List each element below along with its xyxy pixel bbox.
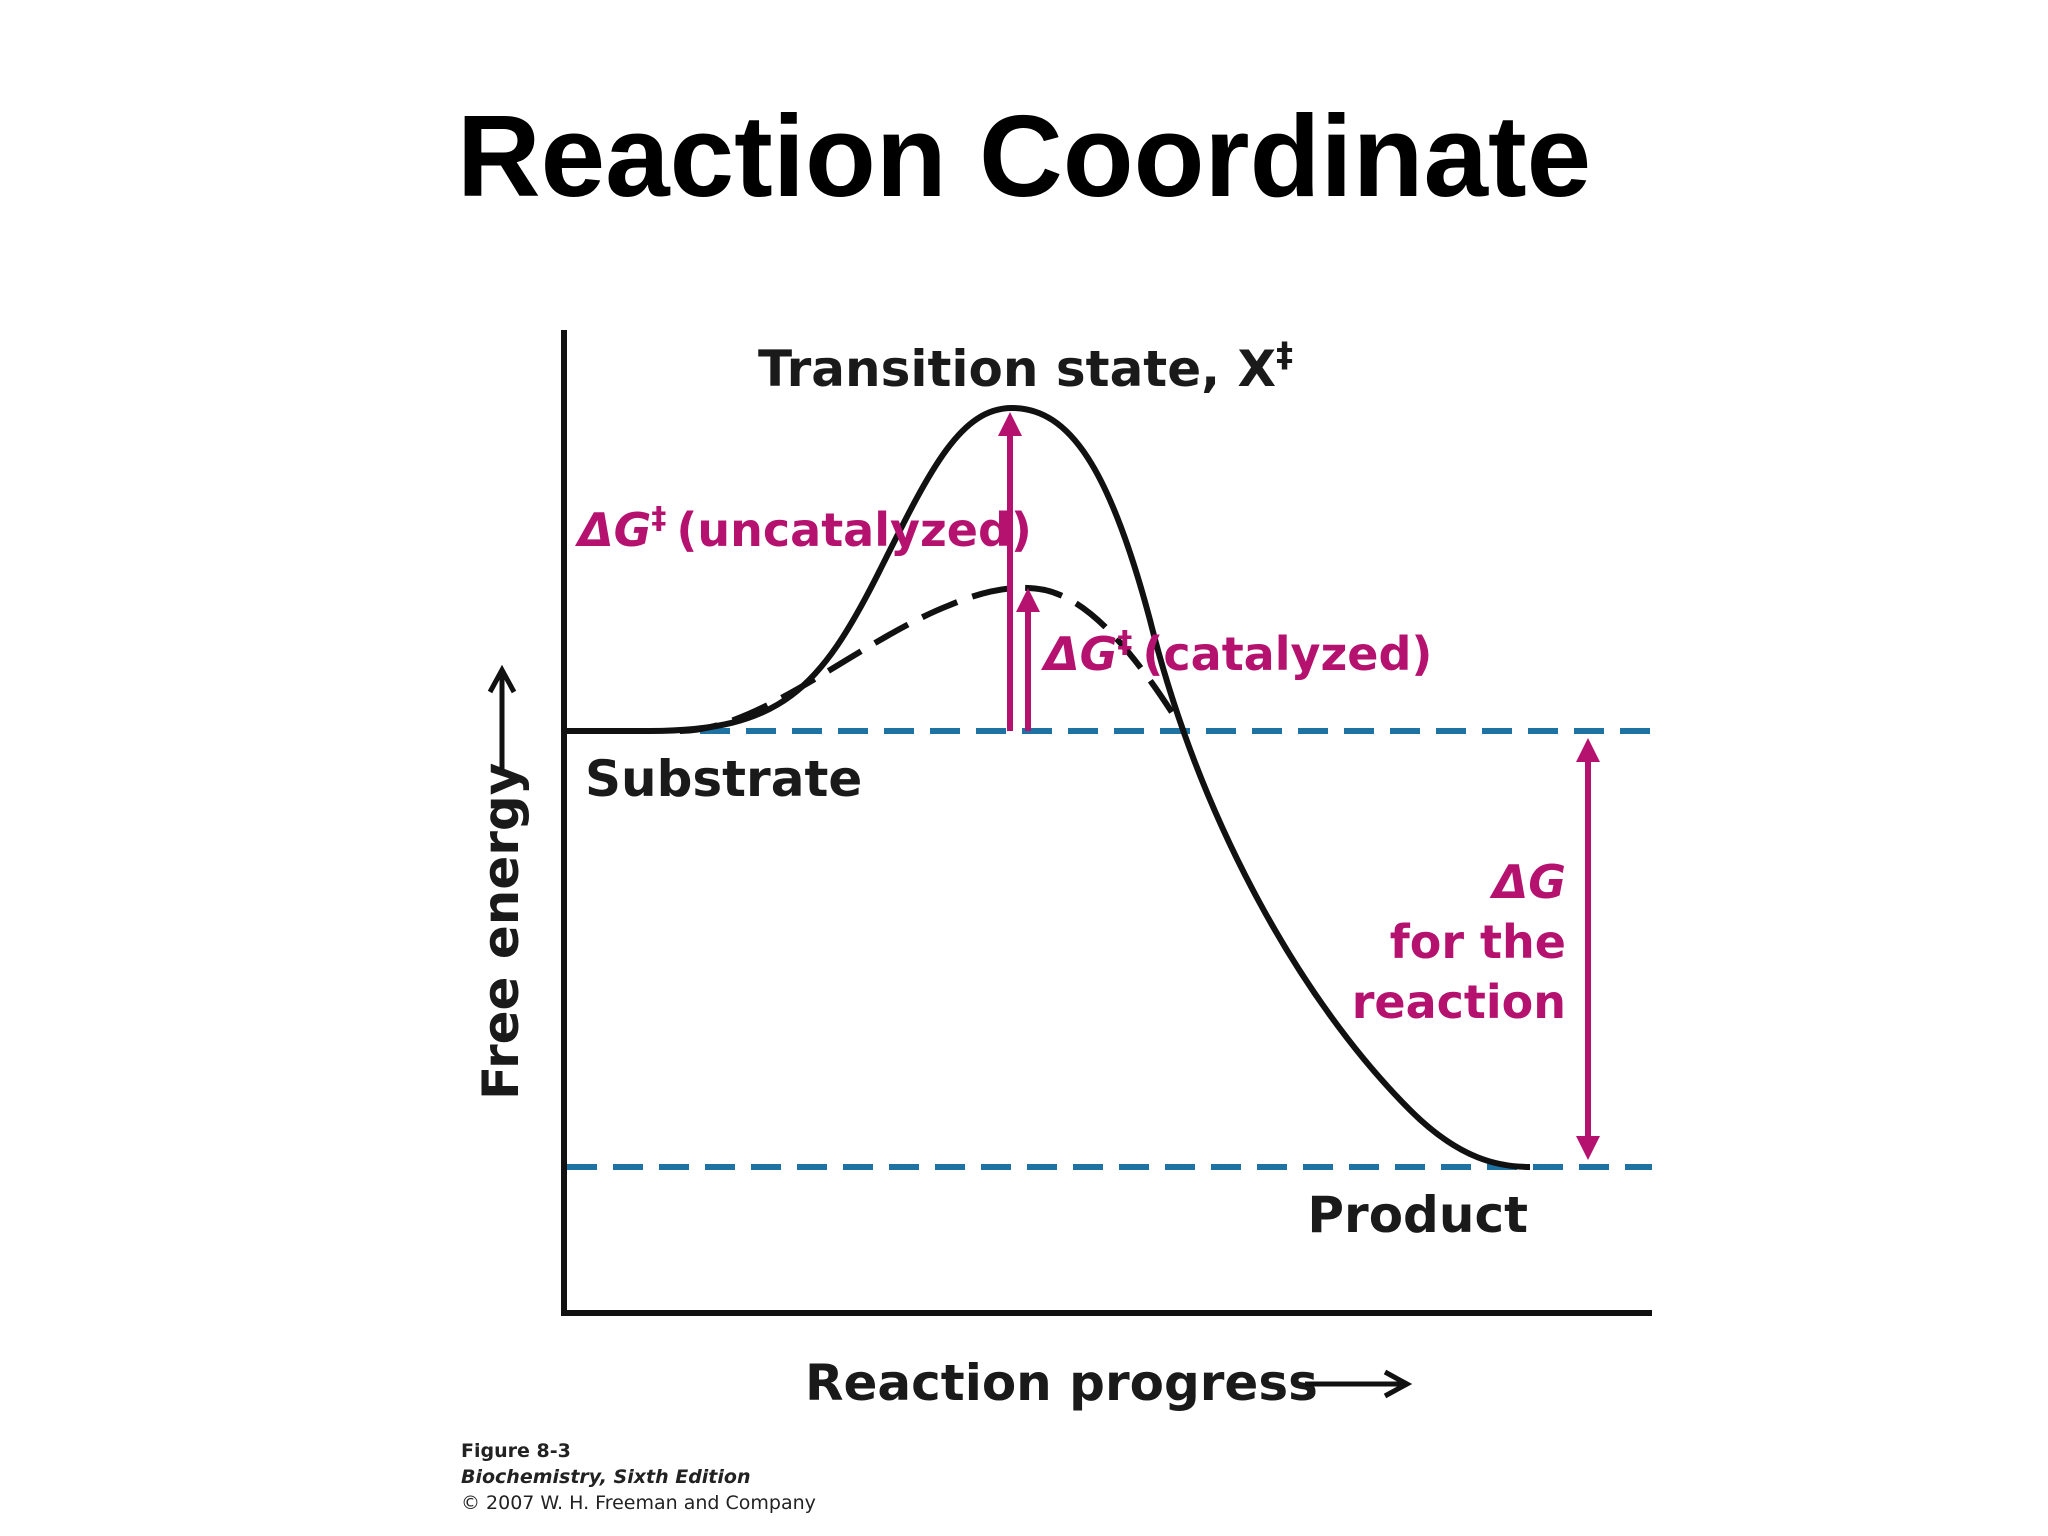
- substrate-label: Substrate: [585, 750, 862, 808]
- uncatalyzed-text: (uncatalyzed): [676, 503, 1032, 557]
- catalyzed-double-dagger: ‡: [1117, 625, 1132, 660]
- product-label: Product: [1307, 1186, 1528, 1244]
- x-axis-arrow-head: [1383, 1369, 1413, 1399]
- uncatalyzed-delta-g: ΔG: [574, 503, 651, 557]
- uncatalyzed-label: ΔG‡ (uncatalyzed): [574, 501, 1032, 557]
- copyright: © 2007 W. H. Freeman and Company: [461, 1492, 816, 1514]
- catalyzed-label: ΔG‡ (catalyzed): [1040, 625, 1432, 681]
- reaction-dg-line2: for the: [1390, 915, 1566, 969]
- catalyzed-text: (catalyzed): [1142, 627, 1432, 681]
- reaction-dg-line3: reaction: [1352, 975, 1566, 1029]
- y-axis-label: Free energy: [472, 763, 530, 1100]
- y-axis-arrow-head: [487, 664, 517, 694]
- reaction-dg-line1: ΔG: [1489, 855, 1566, 909]
- uncatalyzed-double-dagger: ‡: [651, 501, 666, 536]
- catalyzed-energy-curve: [679, 584, 1183, 734]
- x-axis-label: Reaction progress: [805, 1354, 1318, 1412]
- slide-title: Reaction Coordinate: [456, 91, 1592, 221]
- figure-number: Figure 8-3: [461, 1440, 571, 1462]
- transition-state-label: Transition state, X‡: [758, 335, 1293, 398]
- transition-state-text: Transition state, X: [758, 340, 1276, 398]
- figure-caption: Figure 8-3 Biochemistry, Sixth Edition ©…: [461, 1438, 816, 1516]
- uncatalyzed-energy-curve: [564, 404, 1531, 1170]
- transition-state-sup: ‡: [1276, 335, 1293, 375]
- book-title: Biochemistry, Sixth Edition: [461, 1466, 751, 1488]
- y-axis-title: Free energy: [472, 664, 530, 1100]
- catalyzed-delta-g: ΔG: [1040, 627, 1117, 681]
